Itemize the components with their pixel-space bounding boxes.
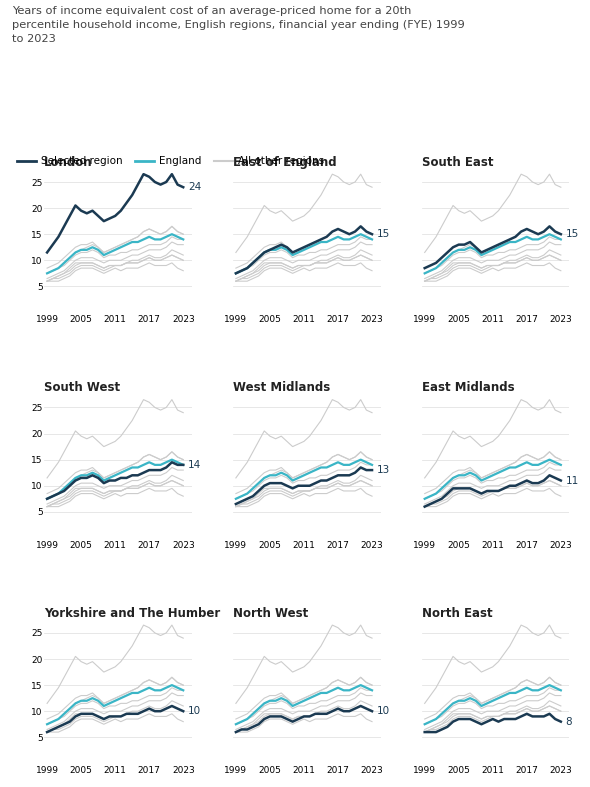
Text: 8: 8	[565, 717, 572, 726]
Text: 10: 10	[376, 706, 390, 716]
Text: 14: 14	[188, 460, 201, 470]
Text: 24: 24	[188, 183, 201, 192]
Legend: Selected region, England, All other regions: Selected region, England, All other regi…	[17, 157, 324, 166]
Text: North East: North East	[422, 607, 493, 620]
Text: 10: 10	[188, 706, 201, 716]
Text: West Midlands: West Midlands	[233, 382, 330, 394]
Text: 13: 13	[376, 465, 390, 475]
Text: 15: 15	[376, 229, 390, 239]
Text: South East: South East	[422, 156, 493, 169]
Text: East Midlands: East Midlands	[422, 382, 514, 394]
Text: South West: South West	[44, 382, 120, 394]
Text: Yorkshire and The Humber: Yorkshire and The Humber	[44, 607, 221, 620]
Text: 11: 11	[565, 475, 579, 486]
Text: London: London	[44, 156, 93, 169]
Text: East of England: East of England	[233, 156, 337, 169]
Text: 15: 15	[565, 229, 579, 239]
Text: Years of income equivalent cost of an average-priced home for a 20th
percentile : Years of income equivalent cost of an av…	[12, 6, 464, 43]
Text: North West: North West	[233, 607, 309, 620]
